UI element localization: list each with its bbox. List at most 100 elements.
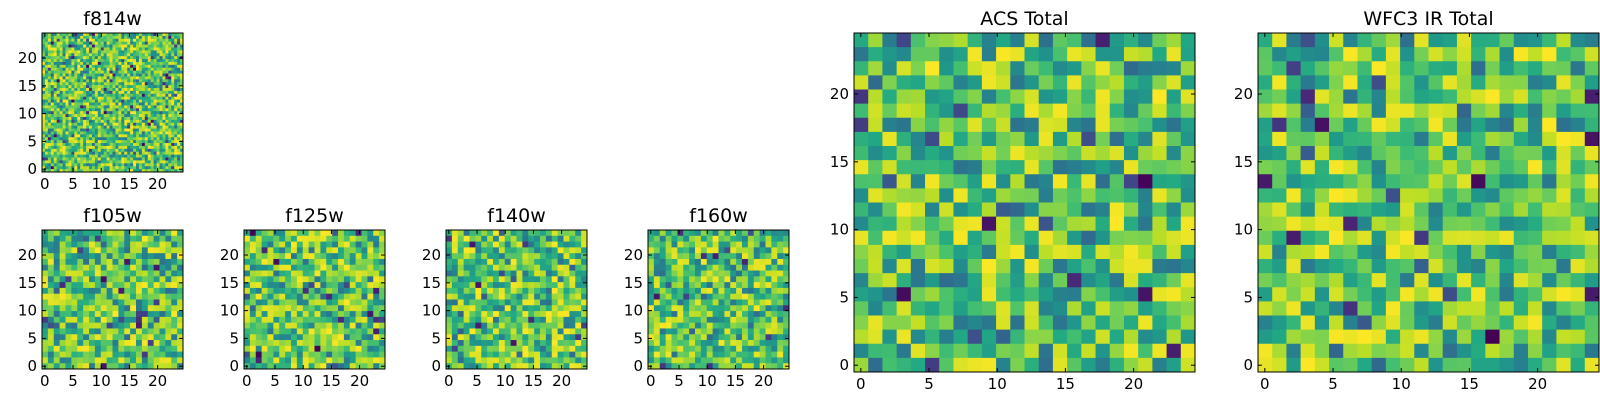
heatmap-cell	[106, 82, 110, 86]
heatmap-cell	[144, 151, 149, 156]
heatmap-cell	[159, 230, 166, 237]
heatmap-cell	[302, 357, 310, 364]
heatmap-cell	[712, 357, 719, 364]
heatmap-cell	[648, 334, 655, 341]
heatmap-cell	[68, 38, 72, 43]
heatmap-cell	[44, 137, 49, 141]
heatmap-cell	[171, 44, 175, 48]
heatmap-cell	[47, 351, 55, 358]
heatmap-cell	[534, 264, 541, 271]
heatmap-cell	[522, 316, 529, 324]
heatmap-cell	[150, 140, 155, 144]
heatmap-cell	[446, 253, 453, 260]
heatmap-cell	[86, 131, 90, 135]
heatmap-cell	[302, 334, 310, 341]
heatmap-cell	[171, 67, 175, 72]
heatmap-cell	[42, 282, 49, 289]
heatmap-cell	[446, 287, 453, 295]
heatmap-cell	[124, 134, 128, 138]
plot-frame	[41, 32, 184, 173]
heatmap-cell	[127, 163, 131, 167]
heatmap-cell	[118, 35, 122, 40]
heatmap-cell	[695, 253, 702, 260]
heatmap-cell	[308, 241, 315, 248]
heatmap-cell	[308, 351, 315, 358]
heatmap-cell	[106, 305, 113, 312]
heatmap-cell	[71, 44, 75, 48]
heatmap-cell	[689, 363, 696, 370]
heatmap-cell	[71, 59, 75, 63]
heatmap-cell	[136, 44, 140, 48]
heatmap-cell	[1138, 89, 1153, 105]
heatmap-cell	[106, 334, 113, 341]
heatmap-cell	[451, 311, 459, 318]
heatmap-cell	[736, 293, 743, 300]
heatmap-cell	[493, 340, 500, 347]
heatmap-cell	[171, 166, 175, 170]
heatmap-cell	[118, 151, 122, 156]
heatmap-cell	[53, 85, 58, 89]
heatmap-cell	[522, 241, 529, 248]
heatmap-cell	[94, 287, 102, 295]
heatmap-cell	[106, 134, 110, 138]
heatmap-cell	[493, 357, 500, 364]
heatmap-cell	[177, 35, 181, 40]
heatmap-cell	[261, 241, 268, 248]
heatmap-cell	[138, 105, 143, 109]
heatmap-cell	[279, 351, 286, 358]
heatmap-cell	[141, 363, 149, 370]
heatmap-cell	[296, 270, 304, 277]
heatmap-cell	[71, 328, 78, 335]
heatmap-cell	[522, 322, 529, 329]
heatmap-cell	[44, 79, 49, 83]
heatmap-cell	[138, 128, 143, 132]
heatmap-cell	[320, 299, 327, 306]
heatmap-cell	[367, 293, 374, 300]
heatmap-cell	[314, 287, 321, 295]
heatmap-cell	[165, 119, 169, 124]
heatmap-cell	[177, 56, 181, 60]
heatmap-cell	[285, 253, 292, 260]
heatmap-cell	[457, 230, 465, 237]
heatmap-cell	[910, 61, 926, 76]
heatmap-cell	[255, 293, 263, 300]
heatmap-cell	[112, 114, 116, 118]
heatmap-cell	[162, 105, 166, 109]
heatmap-cell	[753, 235, 761, 242]
heatmap-cell	[121, 122, 125, 127]
heatmap-cell	[127, 64, 131, 69]
heatmap-cell	[742, 357, 749, 364]
heatmap-cell	[451, 351, 459, 358]
heatmap-cell	[683, 247, 690, 254]
heatmap-cell	[121, 64, 125, 69]
heatmap-cell	[487, 305, 494, 312]
heatmap-cell	[150, 33, 155, 37]
heatmap-cell	[516, 316, 523, 324]
heatmap-cell	[267, 322, 274, 329]
heatmap-cell	[463, 363, 470, 370]
heatmap-cell	[302, 264, 310, 271]
heatmap-cell	[177, 33, 181, 37]
heatmap-cell	[153, 151, 157, 156]
heatmap-cell	[100, 322, 108, 329]
heatmap-cell	[285, 299, 292, 306]
heatmap-cell	[528, 230, 535, 237]
heatmap-cell	[261, 287, 268, 295]
heatmap-cell	[273, 258, 280, 266]
heatmap-cell	[753, 247, 761, 254]
heatmap-cell	[124, 111, 128, 115]
heatmap-cell	[124, 328, 131, 335]
heatmap-cell	[180, 102, 184, 106]
heatmap-cell	[255, 351, 263, 358]
heatmap-cell	[42, 67, 46, 72]
heatmap-cell	[65, 134, 69, 138]
heatmap-cell	[683, 322, 690, 329]
heatmap-cell	[162, 122, 166, 127]
heatmap-cell	[147, 64, 152, 69]
heatmap-cell	[50, 128, 55, 132]
heatmap-cell	[671, 258, 678, 266]
heatmap-cell	[759, 241, 766, 248]
heatmap-cell	[156, 105, 160, 109]
heatmap-cell	[451, 258, 459, 266]
heatmap-cell	[159, 145, 163, 150]
